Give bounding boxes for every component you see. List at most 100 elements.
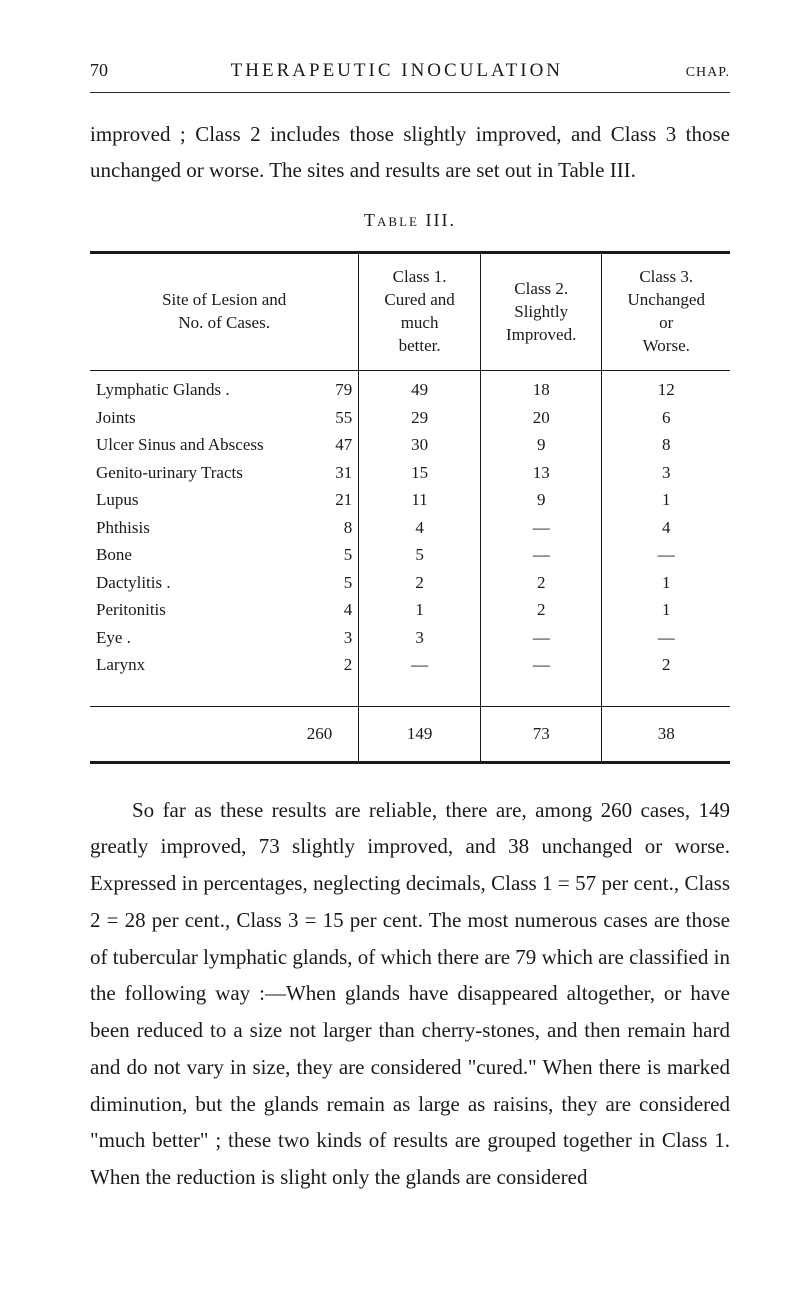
value-cell: 1 <box>602 569 730 597</box>
site-cell: Peritonitis 4 <box>90 596 359 624</box>
value-cell: — <box>480 651 602 679</box>
site-cell: Joints 55 <box>90 404 359 432</box>
total-value-cell: 73 <box>480 707 602 763</box>
site-cell: Dactylitis . 5 <box>90 569 359 597</box>
table-row: Eye . 33 —— <box>90 624 730 652</box>
site-count: 8 <box>324 515 352 541</box>
col-header-class1-line1: Class 1. <box>393 267 447 286</box>
value-cell: 20 <box>480 404 602 432</box>
total-value-cell: 149 <box>359 707 481 763</box>
table-row: Bone55—— <box>90 541 730 569</box>
table-row: Larynx2——2 <box>90 651 730 679</box>
value-cell: 49 <box>359 371 481 404</box>
value-cell: 3 <box>602 459 730 487</box>
col-header-class3-line1: Class 3. <box>639 267 693 286</box>
table-total-row: 2601497338 <box>90 707 730 763</box>
value-cell: 9 <box>480 431 602 459</box>
value-cell: 30 <box>359 431 481 459</box>
site-count: 4 <box>324 597 352 623</box>
value-cell: 1 <box>602 596 730 624</box>
site-label: Lupus <box>96 487 139 513</box>
col-header-class1-line3: much <box>401 313 439 332</box>
table-row: Dactylitis .5221 <box>90 569 730 597</box>
site-count: 79 <box>324 377 352 403</box>
col-header-class3: Class 3. Unchanged or Worse. <box>602 253 730 371</box>
value-cell: 2 <box>602 651 730 679</box>
site-count: 2 <box>324 652 352 678</box>
value-cell: 4 <box>602 514 730 542</box>
header-rule <box>90 92 730 93</box>
page-title: THERAPEUTIC INOCULATION <box>108 60 686 82</box>
site-count: 55 <box>324 405 352 431</box>
col-header-class3-line4: Worse. <box>643 336 690 355</box>
table-caption: Table III. <box>90 210 730 231</box>
value-cell: — <box>480 514 602 542</box>
site-count: 5 <box>324 570 352 596</box>
site-dots <box>132 542 324 568</box>
site-label: Joints <box>96 405 136 431</box>
site-dots <box>131 625 324 651</box>
table-row: Lupus211191 <box>90 486 730 514</box>
site-dots <box>171 570 325 596</box>
spacer-cell <box>359 679 481 707</box>
page-chapter-label: CHAP. <box>686 65 730 81</box>
value-cell: 9 <box>480 486 602 514</box>
spacer-cell <box>90 679 359 707</box>
table-row: Phthisis84—4 <box>90 514 730 542</box>
site-dots <box>166 597 324 623</box>
site-cell: Bone 5 <box>90 541 359 569</box>
site-label: Dactylitis . <box>96 570 171 596</box>
table-row: Ulcer Sinus and Abscess 47 3098 <box>90 431 730 459</box>
intro-paragraph: improved ; Class 2 includes those slight… <box>90 117 730 188</box>
site-dots <box>136 405 325 431</box>
page-number: 70 <box>90 60 108 81</box>
site-cell: Phthisis8 <box>90 514 359 542</box>
site-count: 3 <box>324 625 352 651</box>
value-cell: — <box>602 541 730 569</box>
site-cell: Genito-urinary Tracts 31 <box>90 459 359 487</box>
col-header-class2-line3: Improved. <box>506 325 576 344</box>
value-cell: 1 <box>602 486 730 514</box>
table-row-spacer <box>90 679 730 707</box>
site-label: Genito-urinary Tracts <box>96 460 243 486</box>
site-count: 5 <box>324 542 352 568</box>
site-count: 47 <box>324 432 352 458</box>
col-header-class1: Class 1. Cured and much better. <box>359 253 481 371</box>
value-cell: 15 <box>359 459 481 487</box>
value-cell: 18 <box>480 371 602 404</box>
site-count: 31 <box>324 460 352 486</box>
col-header-class2: Class 2. Slightly Improved. <box>480 253 602 371</box>
col-header-site-line2: No. of Cases. <box>178 313 270 332</box>
site-cell: Ulcer Sinus and Abscess 47 <box>90 431 359 459</box>
site-cell: Eye . 3 <box>90 624 359 652</box>
spacer-cell <box>602 679 730 707</box>
col-header-class2-line2: Slightly <box>514 302 568 321</box>
site-label: Peritonitis <box>96 597 166 623</box>
value-cell: 2 <box>480 569 602 597</box>
total-count-cell: 260 <box>90 707 359 763</box>
site-label: Ulcer Sinus and Abscess <box>96 432 264 458</box>
col-header-site-line1: Site of Lesion and <box>162 290 286 309</box>
value-cell: — <box>602 624 730 652</box>
table-row: Joints5529206 <box>90 404 730 432</box>
col-header-site: Site of Lesion and No. of Cases. <box>90 253 359 371</box>
value-cell: 11 <box>359 486 481 514</box>
value-cell: 2 <box>480 596 602 624</box>
table-row: Genito-urinary Tracts3115133 <box>90 459 730 487</box>
table-row: Lymphatic Glands .79491812 <box>90 371 730 404</box>
col-header-class3-line2: Unchanged <box>628 290 705 309</box>
site-cell: Lymphatic Glands .79 <box>90 371 359 404</box>
site-dots <box>264 432 325 458</box>
site-label: Eye . <box>96 625 131 651</box>
site-label: Bone <box>96 542 132 568</box>
value-cell: 1 <box>359 596 481 624</box>
site-dots <box>230 377 325 403</box>
col-header-class3-line3: or <box>659 313 673 332</box>
total-count: 260 <box>307 721 333 747</box>
value-cell: — <box>480 624 602 652</box>
site-cell: Lupus21 <box>90 486 359 514</box>
col-header-class1-line4: better. <box>399 336 441 355</box>
site-dots <box>243 460 324 486</box>
site-label: Larynx <box>96 652 145 678</box>
value-cell: 8 <box>602 431 730 459</box>
